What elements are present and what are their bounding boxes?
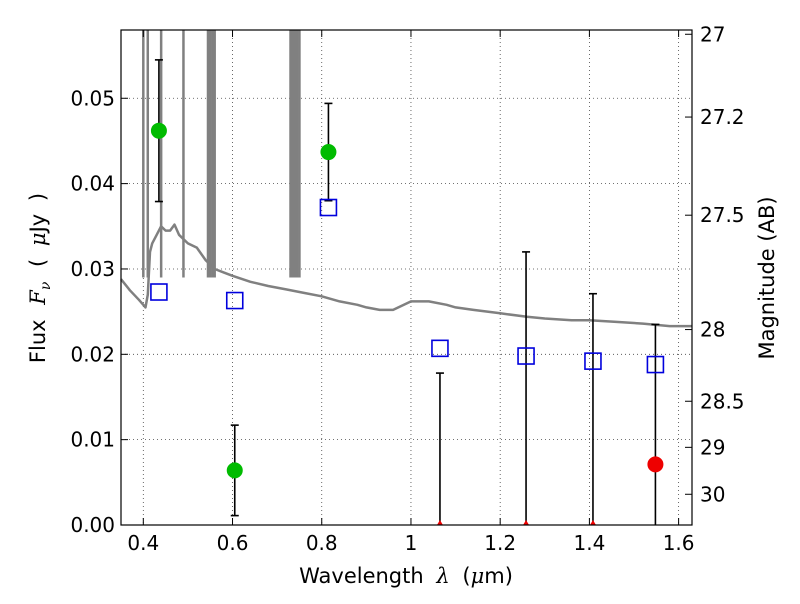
model-spectrum-layer (120, 223, 692, 328)
detection-point (226, 462, 243, 479)
y-tick-label: 0.04 (70, 172, 115, 196)
y-axis-label: Flux Fν ( μJy ) (26, 193, 55, 363)
model-band-marker (150, 283, 168, 301)
x-tick-label: 1.6 (663, 531, 695, 555)
data-point-layer (150, 122, 664, 525)
detection-point (150, 122, 167, 139)
x-tick-label: 0.6 (217, 531, 249, 555)
y2-axis-label: Magnitude (AB) (755, 196, 779, 359)
y2-tick-label: 27.2 (700, 105, 745, 129)
y2-tick-label: 28 (700, 318, 725, 342)
emission-lines-layer (142, 30, 301, 278)
model-band-marker (584, 352, 602, 370)
y2-tick-label: 27 (700, 22, 725, 46)
detection-point (320, 144, 337, 161)
y2-tick-label: 29 (700, 435, 725, 459)
model-band-marker (646, 355, 665, 374)
y2-tick-label: 30 (700, 482, 725, 506)
y-tick-label: 0.01 (70, 428, 115, 452)
upper-limit-marker (589, 520, 596, 525)
y-tick-label: 0.05 (70, 86, 115, 110)
y-tick-label: 0.00 (70, 513, 115, 537)
y-tick-label: 0.03 (70, 257, 115, 281)
x-tick-label: 1 (405, 531, 418, 555)
x-tick-label: 1.4 (573, 531, 605, 555)
x-tick-label: 0.8 (306, 531, 338, 555)
model-band-marker (431, 339, 449, 358)
model-band-marker (225, 291, 244, 310)
x-tick-label: 0.4 (127, 531, 159, 555)
upper-limit-marker (436, 520, 443, 525)
y2-tick-label: 27.5 (700, 203, 745, 227)
x-axis-label: Wavelength λ (μm) (299, 564, 513, 588)
y-tick-label: 0.02 (70, 342, 115, 366)
y2-tick-label: 28.5 (700, 389, 745, 413)
model-spectrum-line (120, 223, 692, 328)
upper-limit-marker (523, 520, 530, 525)
model-band-marker (517, 347, 535, 365)
model-band-marker (319, 198, 338, 217)
upper-limit-point (647, 456, 664, 473)
x-tick-label: 1.2 (484, 531, 516, 555)
model-band-layer (150, 198, 665, 374)
tick-layer: 0.4 0.6 0.8 1 1.2 1.4 1.6 0.00 0.01 0.02 0.03 0.04 0… (70, 22, 744, 555)
plot-frame (120, 29, 693, 526)
grid-layer (121, 30, 692, 526)
